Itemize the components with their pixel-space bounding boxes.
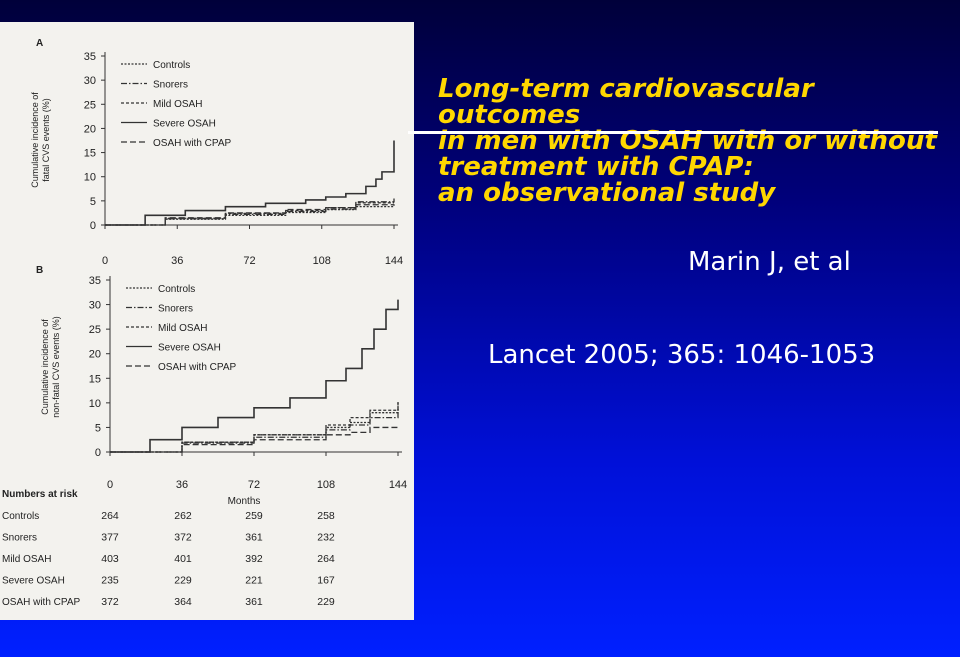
citation: Lancet 2005; 365: 1046-1053 bbox=[488, 340, 876, 370]
series-line-severe-osah bbox=[110, 299, 399, 453]
risk-cell: 264 bbox=[317, 553, 335, 565]
risk-cell: 232 bbox=[317, 532, 335, 544]
risk-cell: 221 bbox=[245, 575, 263, 587]
risk-cell: 372 bbox=[101, 596, 119, 608]
risk-row-label: Snorers bbox=[2, 533, 37, 544]
risk-cell: 258 bbox=[317, 510, 335, 522]
risk-cell: 364 bbox=[174, 596, 192, 608]
y-tick-label: 20 bbox=[89, 349, 101, 361]
x-tick-label: 72 bbox=[248, 479, 260, 491]
legend-label: Controls bbox=[153, 60, 190, 71]
y-tick-label: 5 bbox=[90, 196, 96, 208]
legend-label: Snorers bbox=[153, 80, 188, 91]
legend-label: Mild OSAH bbox=[153, 99, 202, 110]
y-axis-title: Cumulative incidence offatal CVS events … bbox=[30, 92, 51, 188]
risk-cell: 259 bbox=[245, 510, 263, 522]
risk-cell: 262 bbox=[174, 510, 192, 522]
author: Marin J, et al bbox=[688, 247, 851, 277]
risk-row-label: Severe OSAH bbox=[2, 576, 65, 587]
y-tick-label: 30 bbox=[89, 300, 101, 312]
x-tick-label: 108 bbox=[317, 479, 335, 491]
x-tick-label: 0 bbox=[107, 479, 113, 491]
y-tick-label: 30 bbox=[84, 75, 96, 87]
title-divider bbox=[408, 131, 938, 134]
risk-cell: 377 bbox=[101, 532, 119, 544]
panel-label: B bbox=[36, 265, 43, 276]
risk-cell: 167 bbox=[317, 575, 335, 587]
x-tick-label: 36 bbox=[171, 255, 183, 267]
risk-cell: 361 bbox=[245, 596, 263, 608]
legend-label: Severe OSAH bbox=[153, 119, 216, 130]
slide-title: Long-term cardiovascular outcomes in men… bbox=[438, 76, 948, 206]
risk-cell: 229 bbox=[317, 596, 335, 608]
risk-cell: 403 bbox=[101, 553, 119, 565]
risk-cell: 372 bbox=[174, 532, 192, 544]
figure-scan: A 0 5 10 15 20 25 30 35 0 36 72 108 144 Cumulative inc… bbox=[0, 22, 414, 620]
risk-cell: 361 bbox=[245, 532, 263, 544]
y-tick-label: 25 bbox=[84, 99, 96, 111]
title-line: an observational study bbox=[438, 178, 776, 208]
x-tick-label: 36 bbox=[176, 479, 188, 491]
risk-row-label: OSAH with CPAP bbox=[2, 597, 80, 608]
series-line-osah-with-cpap bbox=[105, 204, 395, 226]
series-line-mild-osah bbox=[110, 400, 399, 453]
legend-label: OSAH with CPAP bbox=[158, 362, 236, 373]
x-tick-label: 0 bbox=[102, 255, 108, 267]
risk-cell: 392 bbox=[245, 553, 263, 565]
x-tick-label: 108 bbox=[313, 255, 331, 267]
y-tick-label: 5 bbox=[95, 422, 101, 434]
x-tick-label: 72 bbox=[243, 255, 255, 267]
legend-label: Snorers bbox=[158, 304, 193, 315]
y-tick-label: 10 bbox=[84, 172, 96, 184]
y-tick-label: 20 bbox=[84, 123, 96, 135]
y-tick-label: 25 bbox=[89, 324, 101, 336]
series-line-snorers bbox=[105, 198, 395, 226]
x-axis-title: Months bbox=[228, 496, 261, 507]
risk-cell: 401 bbox=[174, 553, 192, 565]
series-line-severe-osah bbox=[105, 140, 395, 226]
y-tick-label: 35 bbox=[84, 51, 96, 63]
y-tick-label: 15 bbox=[84, 148, 96, 160]
y-axis-title: Cumulative incidence ofnon-fatal CVS eve… bbox=[40, 316, 61, 418]
legend-label: Mild OSAH bbox=[158, 323, 207, 334]
y-tick-label: 15 bbox=[89, 373, 101, 385]
panel-label: A bbox=[36, 38, 43, 49]
legend-label: Controls bbox=[158, 284, 195, 295]
risk-cell: 229 bbox=[174, 575, 192, 587]
x-tick-label: 144 bbox=[389, 479, 407, 491]
y-tick-label: 10 bbox=[89, 398, 101, 410]
y-tick-label: 0 bbox=[90, 220, 96, 232]
risk-row-label: Controls bbox=[2, 511, 39, 522]
title-line: treatment with CPAP: bbox=[438, 152, 754, 182]
legend-label: OSAH with CPAP bbox=[153, 138, 231, 149]
x-tick-label: 144 bbox=[385, 255, 403, 267]
title-line: Long-term cardiovascular outcomes bbox=[438, 74, 814, 130]
risk-cell: 264 bbox=[101, 510, 119, 522]
numbers-at-risk-heading: Numbers at risk bbox=[2, 489, 78, 500]
y-tick-label: 0 bbox=[95, 447, 101, 459]
risk-cell: 235 bbox=[101, 575, 119, 587]
risk-row-label: Mild OSAH bbox=[2, 554, 51, 565]
series-line-osah-with-cpap bbox=[110, 424, 399, 453]
legend-label: Severe OSAH bbox=[158, 343, 221, 354]
y-tick-label: 35 bbox=[89, 275, 101, 287]
